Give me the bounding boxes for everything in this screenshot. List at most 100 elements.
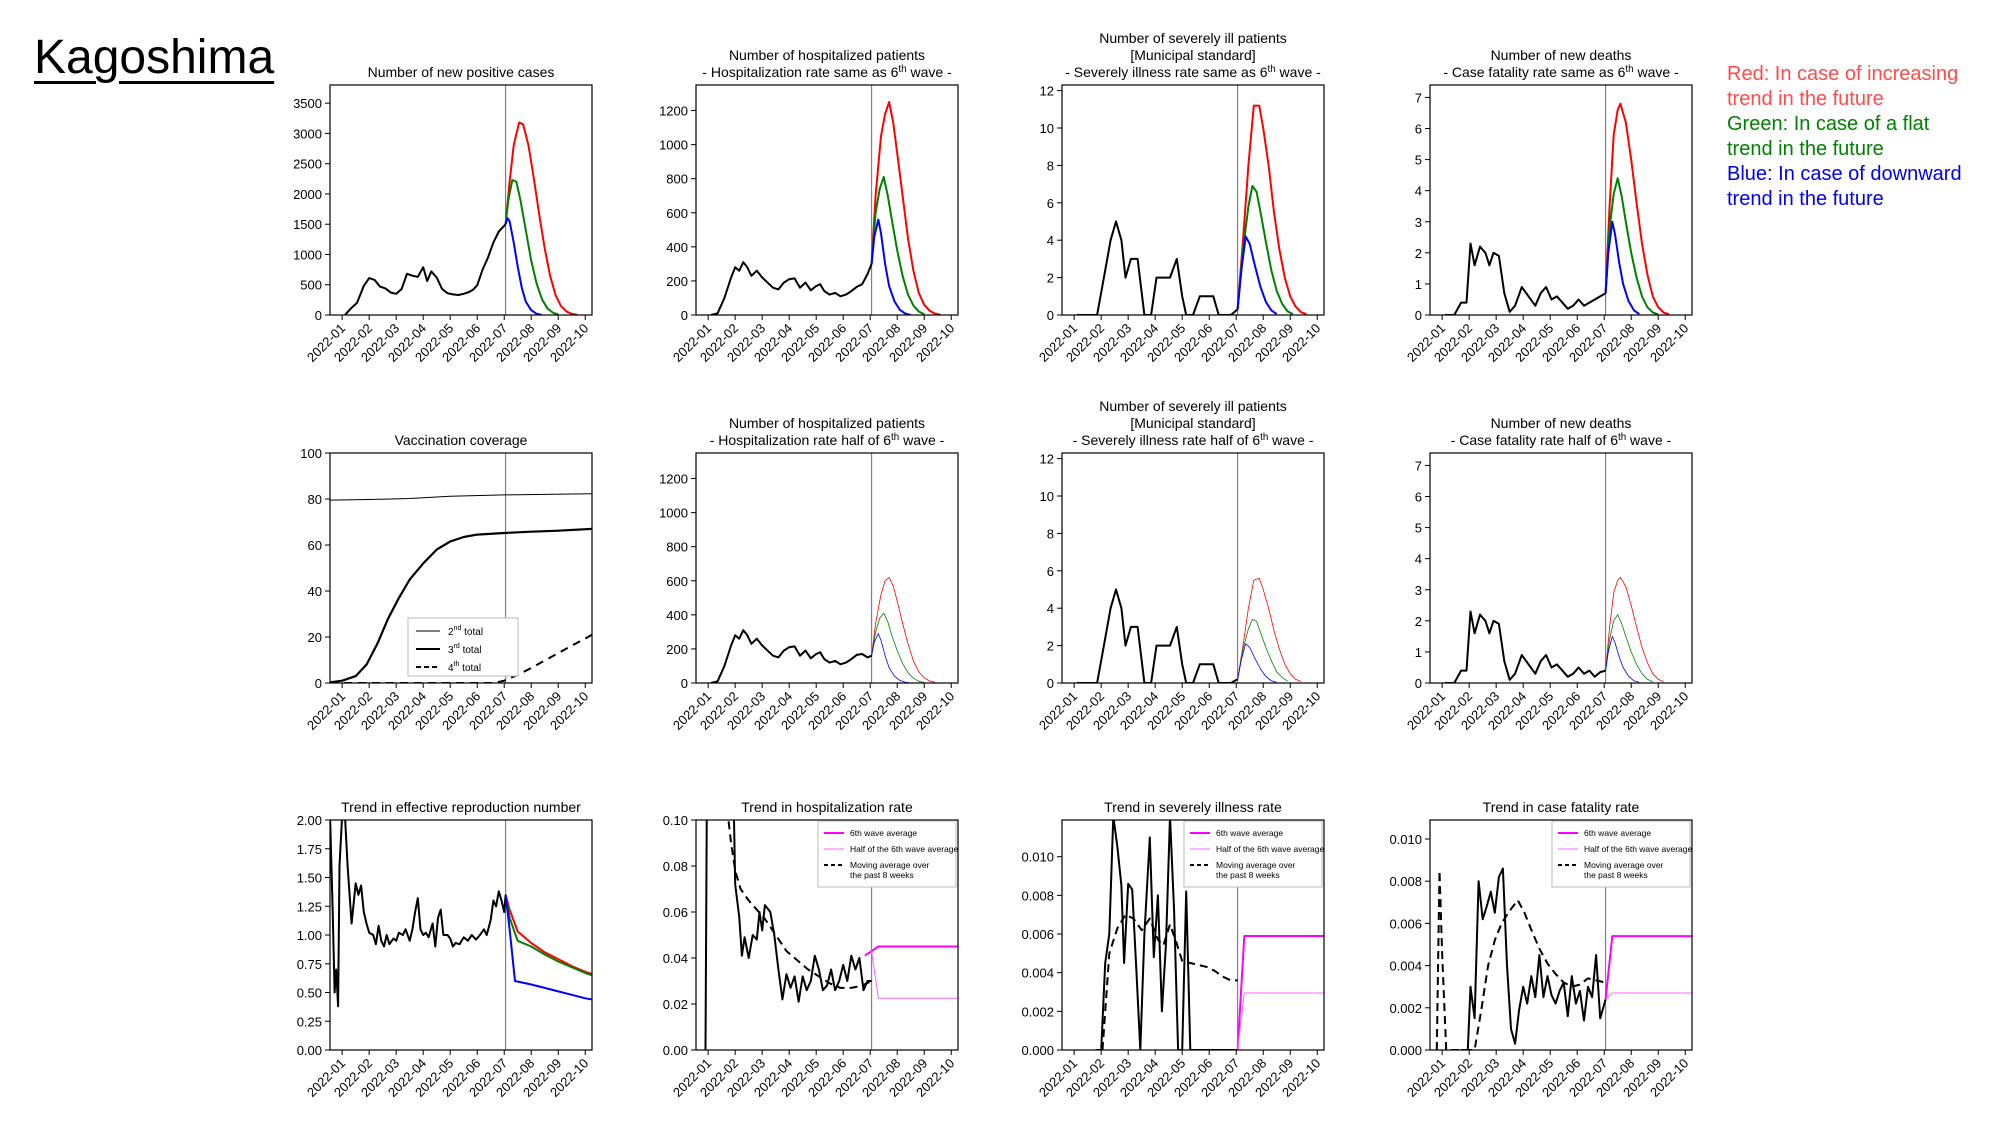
y-tick-label: 0 — [315, 676, 322, 691]
series-line-black — [704, 820, 872, 1050]
y-tick-label: 0.75 — [297, 957, 322, 972]
severely-ill-same-chart: Number of severely ill patients[Municipa… — [1036, 30, 1325, 365]
y-tick-label: 7 — [1415, 458, 1422, 473]
y-tick-label: 6 — [1415, 122, 1422, 137]
chart-title: - Severely illness rate half of 6th wave… — [1073, 432, 1314, 448]
y-tick-label: 10 — [1040, 489, 1054, 504]
series-line-red — [870, 101, 941, 315]
chart-title: Trend in case fatality rate — [1483, 799, 1640, 815]
y-tick-label: 0.000 — [1389, 1043, 1422, 1058]
series-group — [344, 121, 578, 315]
y-tick-label: 5 — [1415, 521, 1422, 536]
chart-title: [Municipal standard] — [1130, 47, 1255, 63]
y-tick-label: 0.006 — [1021, 927, 1054, 942]
y-tick-label: 2.00 — [297, 813, 322, 828]
series-line-black — [330, 820, 507, 1008]
series-line-black — [1444, 242, 1607, 315]
legend-label: Moving average over — [850, 860, 930, 870]
y-tick-label: 600 — [666, 206, 688, 221]
series-line-black — [727, 820, 873, 989]
series-line-black — [1095, 820, 1238, 1050]
y-tick-label: 1200 — [659, 472, 688, 487]
chart-title: Number of severely ill patients — [1099, 30, 1287, 46]
y-tick-label: 1 — [1415, 645, 1422, 660]
hospitalized-half-chart: Number of hospitalized patients- Hospita… — [659, 415, 959, 733]
new-positive-cases-chart: Number of new positive cases 0 500 1000 1500… — [293, 64, 593, 365]
y-tick-label: 0.10 — [663, 813, 688, 828]
y-tick-label: 200 — [666, 274, 688, 289]
series-line-red — [504, 121, 578, 315]
y-tick-label: 2500 — [293, 157, 322, 172]
legend-label: the past 8 weeks — [850, 870, 914, 880]
effective-reproduction-chart: Trend in effective reproduction number 0.… — [297, 799, 593, 1100]
series-group — [330, 820, 592, 1008]
y-tick-label: 2000 — [293, 187, 322, 202]
y-tick-label: 5 — [1415, 153, 1422, 168]
legend-label: Moving average over — [1216, 860, 1296, 870]
series-line-red — [1604, 102, 1670, 315]
y-tick-label: 0.004 — [1021, 966, 1054, 981]
y-tick-label: 8 — [1047, 158, 1054, 173]
chart-title: Number of new deaths — [1491, 415, 1632, 431]
y-tick-label: 4 — [1415, 184, 1422, 199]
y-tick-label: 0.02 — [663, 997, 688, 1012]
series-line-magenta_light — [1237, 992, 1324, 1050]
hospitalization-rate-chart: Trend in hospitalization rate 0.00 0.02 0.0… — [663, 799, 959, 1100]
plot-frame — [329, 452, 593, 684]
y-tick-label: 0.25 — [297, 1014, 322, 1029]
series-group — [1076, 104, 1307, 315]
y-tick-label: 1.25 — [297, 899, 322, 914]
legend-label: 6th wave average — [850, 828, 917, 838]
chart-title: Number of hospitalized patients — [729, 47, 925, 63]
chart-title: - Hospitalization rate same as 6th wave … — [702, 64, 952, 80]
chart-title: - Severely illness rate same as 6th wave… — [1065, 64, 1321, 80]
series-line-green — [1604, 177, 1659, 315]
y-tick-label: 600 — [666, 574, 688, 589]
series-line-red — [871, 577, 936, 683]
y-tick-label: 40 — [308, 584, 322, 599]
page-title: Kagoshima — [34, 31, 275, 84]
y-tick-label: 0 — [315, 308, 322, 323]
series-line-green — [870, 176, 925, 315]
plot-frame — [695, 452, 959, 684]
y-tick-label: 4 — [1047, 233, 1054, 248]
y-tick-label: 0 — [681, 676, 688, 691]
series-line-green — [1236, 185, 1294, 315]
legend-note-line: trend in the future — [1727, 88, 1884, 110]
series-line-black — [330, 633, 592, 683]
series-line-blue — [870, 218, 911, 315]
series-group — [1444, 102, 1670, 315]
series-line-blue — [1604, 220, 1640, 315]
series-line-green — [504, 894, 592, 977]
y-tick-label: 400 — [666, 240, 688, 255]
series-line-red — [1236, 104, 1307, 315]
legend-note-line: trend in the future — [1727, 138, 1884, 160]
y-tick-label: 1200 — [659, 104, 688, 119]
y-tick-label: 1.50 — [297, 871, 322, 886]
series-line-red — [1605, 576, 1664, 683]
y-tick-label: 3500 — [293, 96, 322, 111]
y-tick-label: 800 — [666, 540, 688, 555]
severely-illness-rate-chart: Trend in severely illness rate 0.000 0.002… — [1021, 799, 1325, 1100]
plot-frame — [329, 84, 593, 316]
y-tick-label: 0.08 — [663, 859, 688, 874]
legend-label: the past 8 weeks — [1584, 870, 1648, 880]
series-line-green — [871, 612, 925, 683]
case-fatality-rate-chart: Trend in case fatality rate 0.000 0.002 0.0… — [1389, 799, 1693, 1100]
y-tick-label: 3 — [1415, 583, 1422, 598]
series-line-black — [710, 629, 872, 683]
y-tick-label: 0 — [1047, 676, 1054, 691]
plot-frame — [1061, 819, 1325, 1051]
plot-frame — [1061, 452, 1325, 684]
hospitalized-same-chart: Number of hospitalized patients- Hospita… — [659, 47, 959, 365]
chart-title: Trend in severely illness rate — [1104, 799, 1282, 815]
legend-label: Moving average over — [1584, 860, 1664, 870]
y-tick-label: 60 — [308, 538, 322, 553]
y-tick-label: 0 — [1415, 308, 1422, 323]
chart-title: [Municipal standard] — [1130, 415, 1255, 431]
series-line-black — [1076, 220, 1239, 315]
y-tick-label: 2 — [1047, 639, 1054, 654]
series-group — [710, 577, 936, 683]
y-tick-label: 0.00 — [297, 1043, 322, 1058]
